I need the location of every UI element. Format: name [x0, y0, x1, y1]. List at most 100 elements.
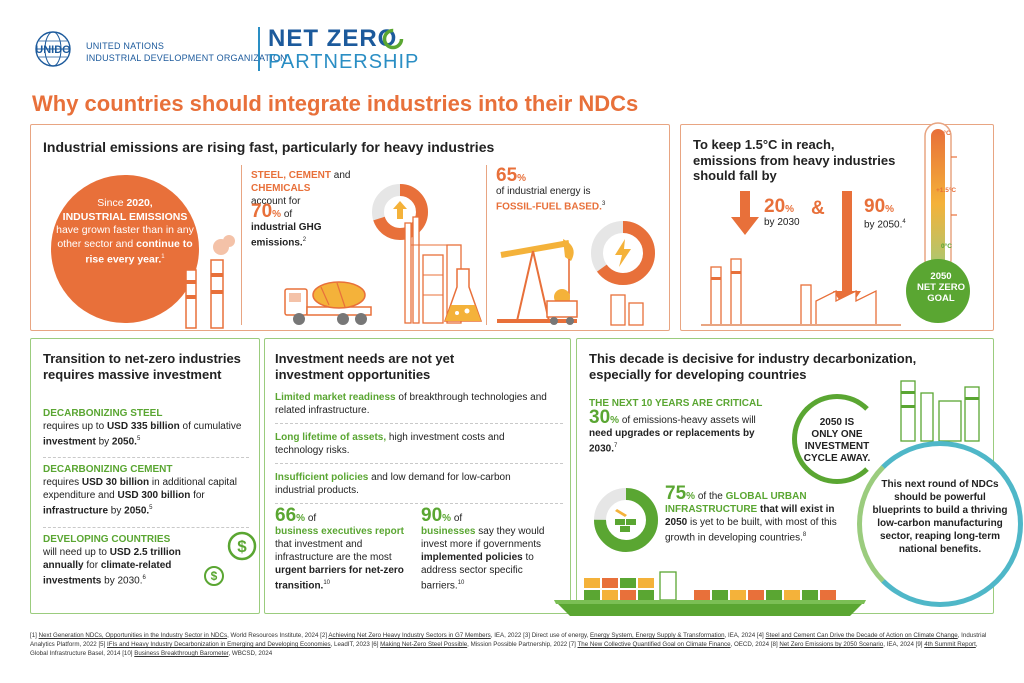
body-text: by	[108, 505, 125, 517]
svg-text:$: $	[237, 537, 247, 556]
logo-divider	[258, 27, 260, 71]
stat-text-bold: businesses	[421, 526, 476, 537]
donut-chart-icon	[372, 184, 428, 240]
panel-title: To keep 1.5°C in reach, emissions from h…	[693, 137, 895, 184]
footnote-link[interactable]: Making Net-Zero Steel Possible	[380, 641, 468, 648]
title-line-2: especially for developing countries	[589, 366, 807, 382]
factory-icon	[185, 235, 235, 329]
flask-icon	[443, 268, 483, 322]
stat-text: of emissions-heavy assets will	[619, 415, 756, 426]
circle-text-1: Since	[97, 197, 127, 209]
unido-logo-text: UNIDO	[35, 44, 71, 56]
footnote-link[interactable]: The New Collective Quantified Goal on Cl…	[577, 641, 731, 648]
thermo-label-0c: 0°C	[941, 243, 952, 250]
critical-heading: THE NEXT 10 YEARS ARE CRITICAL	[589, 398, 763, 409]
cargo-ship-icon	[554, 571, 866, 616]
item-text: and low demand for low-carbon industrial…	[275, 472, 511, 496]
footnote-link[interactable]: Next Generation NDCs, Opportunities in t…	[38, 632, 228, 639]
stat-number: 90	[864, 196, 886, 217]
developing-block: DEVELOPING COUNTRIES will need up to USD…	[43, 533, 213, 587]
footnotes: [1] Next Generation NDCs, Opportunities …	[30, 631, 996, 658]
body-bold: climate-related investments	[43, 560, 172, 587]
footnote-text: , World Resources Institute, 2024	[227, 632, 321, 639]
footnote-link[interactable]: 4th Summit Report	[924, 641, 976, 648]
stat-text: of industrial energy is	[496, 186, 591, 197]
body-text: requires	[43, 477, 82, 488]
body-bold: 2050.	[111, 436, 137, 448]
footnote-text: , Global Infrastructure Basel, 2014	[30, 641, 978, 657]
circle-text-3: INDUSTRIAL EMISSIONS	[62, 210, 188, 223]
section-body: requires up to USD 335 billion of cumula…	[43, 420, 249, 448]
down-arrow-icon	[833, 191, 861, 311]
fall-2050-stat: 90% by 2050.4	[864, 197, 906, 231]
title-line-2: emissions from heavy industries	[693, 152, 896, 168]
footnote-text: [5]	[98, 641, 108, 648]
ampersand: &	[811, 198, 825, 219]
fall-2030-stat: 20% by 2030	[764, 197, 800, 229]
footnote-link[interactable]: Steel and Cement Can Drive the Decade of…	[765, 632, 958, 639]
stat-text: say they would invest more if government…	[421, 526, 545, 550]
percent-sign: %	[610, 415, 620, 426]
steel-cement-label: STEEL, CEMENT	[251, 170, 332, 181]
footnote-text: [3] Direct use of energy,	[523, 632, 591, 639]
page-title: Why countries should integrate industrie…	[32, 91, 639, 116]
footnote-text: [10]	[122, 650, 135, 657]
cycle-line-3: INVESTMENT	[804, 441, 870, 452]
panel-industrial-emissions: Industrial emissions are rising fast, pa…	[30, 124, 670, 331]
panel-emissions-fall: To keep 1.5°C in reach, emissions from h…	[680, 122, 994, 331]
bricks-icon	[594, 488, 658, 552]
stat-number: 75	[665, 483, 687, 504]
stat-text-bold: implemented policies	[421, 552, 523, 563]
panel-title: Investment needs are not yet investment …	[275, 351, 454, 382]
barrier-item-2: Long lifetime of assets, high investment…	[275, 431, 545, 457]
footnote-link[interactable]: Achieving Net Zero Heavy Industry Sector…	[328, 632, 491, 639]
stat-text-bold: that will exist in 2050	[665, 504, 835, 528]
body-bold: USD 30 billion	[81, 477, 150, 488]
circle-text-2: 2020,	[126, 197, 153, 209]
footnote-text: , IEA, 2024	[883, 641, 916, 648]
factory-icon	[701, 258, 901, 326]
org-line-1: UNITED NATIONS	[86, 41, 165, 51]
stat-text-bold: GLOBAL URBAN INFRASTRUCTURE	[665, 491, 807, 515]
chemicals-label: CHEMICALS	[251, 183, 311, 194]
footnote-text: [7]	[568, 641, 578, 648]
stat-number: 65	[496, 165, 518, 186]
footnote-text: , LeadIT, 2023	[330, 641, 372, 648]
title-line-1: Investment needs are not yet	[275, 351, 455, 366]
thermo-label-15c: +1.5°C	[936, 187, 957, 194]
cement-truck-icon	[284, 281, 372, 325]
ndc-blueprint-callout: This next round of NDCs should be powerf…	[857, 441, 1023, 607]
emissions-circle: Since 2020, INDUSTRIAL EMISSIONS have gr…	[51, 175, 199, 323]
stat-text-bold: need upgrades or replacements by 2030.	[589, 428, 755, 455]
footnote-text: [8]	[770, 641, 780, 648]
footnote-ref: 10	[457, 580, 465, 586]
footnote-link[interactable]: Energy System, Energy Supply & Transform…	[590, 632, 725, 639]
footnote-ref: 3	[601, 201, 606, 207]
footnote-link[interactable]: Business Breakthrough Barometer	[134, 650, 229, 657]
footnote-link[interactable]: Net Zero Emissions by 2050 Scenario	[779, 641, 884, 648]
body-text: will need up to	[43, 547, 110, 558]
stat-number: 90	[421, 505, 443, 526]
footnote-text: , IEA, 2024	[724, 632, 757, 639]
goal-line-1: 2050	[930, 271, 952, 282]
footnote-ref: 5	[149, 505, 153, 511]
thermometer-icon	[906, 122, 970, 323]
separator	[275, 463, 563, 464]
body-text: in additional capital expenditure and	[43, 477, 237, 501]
footnote-ref: 7	[614, 443, 618, 449]
stat-number: 66	[275, 505, 297, 526]
stat-text: that investment and infrastructure are t…	[275, 539, 392, 563]
footnote-link[interactable]: IFIs and Heavy Industry Decarbonization …	[107, 641, 331, 648]
item-heading: Limited market readiness	[275, 392, 396, 403]
account-for-text: account for	[251, 196, 301, 207]
svg-text:$: $	[211, 569, 218, 583]
stat-number: 30	[589, 407, 611, 428]
stat-number: 70	[251, 201, 273, 222]
body-text: for	[190, 490, 205, 501]
section-heading: DEVELOPING COUNTRIES	[43, 534, 171, 545]
body-bold: USD 300 billion	[117, 490, 191, 501]
footnote-text: , OECD, 2024	[730, 641, 771, 648]
divider	[486, 165, 487, 325]
partner-logo-o-icon	[382, 28, 404, 50]
stat-text-bold: industrial GHG emissions.	[251, 222, 322, 249]
